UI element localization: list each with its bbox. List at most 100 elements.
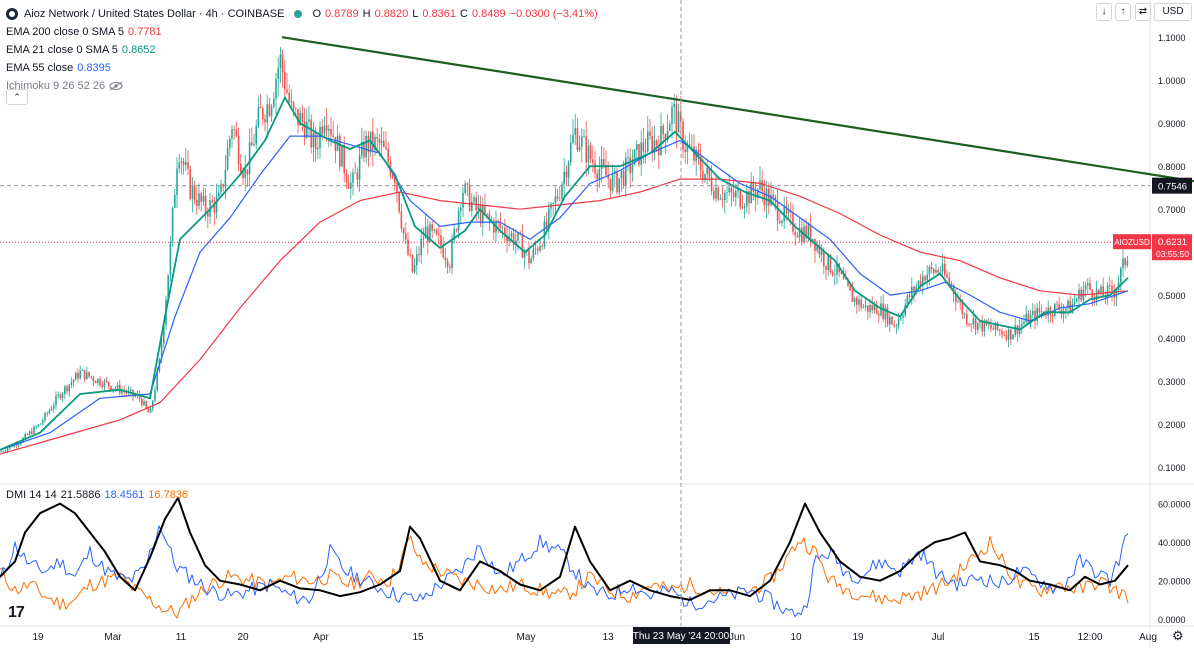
scroll-down-button[interactable]: ↓	[1096, 3, 1112, 21]
candle-body	[774, 196, 777, 201]
time-axis[interactable]: 19 Mar 11 20 Apr 15 May 13 Jun 10 19 Jul 15 12:00 Aug	[32, 632, 1156, 643]
candle-body	[297, 109, 299, 126]
candle-body	[380, 140, 383, 143]
candle-body	[169, 241, 172, 275]
candle-body	[110, 386, 112, 390]
indicator-ema21[interactable]: EMA 21 close 0 SMA 5 0.8652	[6, 41, 598, 59]
market-status-icon[interactable]	[294, 10, 303, 18]
candle-body	[198, 193, 200, 206]
crosshair-time-label-bg	[633, 627, 730, 644]
tradingview-logo[interactable]: 17	[8, 604, 25, 621]
dmi-tick-label: 0.0000	[1158, 615, 1186, 625]
candle-body	[926, 274, 928, 281]
candle-body	[253, 144, 255, 146]
candle-body	[281, 54, 284, 73]
candle-body	[864, 305, 867, 307]
candle-body	[398, 192, 400, 212]
candle-body	[405, 233, 407, 240]
candle-body	[444, 257, 447, 261]
candle-body	[310, 119, 312, 148]
currency-select[interactable]: USD	[1154, 3, 1192, 21]
candle-body	[849, 285, 851, 291]
candle-body	[1014, 325, 1016, 335]
ohlc-low: 0.8361	[422, 8, 457, 20]
candle-body	[600, 159, 603, 169]
candle-body	[88, 371, 90, 377]
candle-body	[1076, 299, 1078, 302]
candle-body	[1007, 329, 1010, 340]
indicator-ema200[interactable]: EMA 200 close 0 SMA 5 0.7781	[6, 23, 598, 41]
candle-body	[743, 206, 746, 208]
candle-body	[585, 136, 587, 163]
time-tick-label: 12:00	[1077, 632, 1102, 643]
candle-body	[499, 222, 502, 228]
candle-body	[114, 388, 117, 390]
candle-body	[895, 325, 898, 327]
candle-body	[554, 196, 557, 203]
ema55-line	[0, 135, 1129, 451]
candle-body	[651, 136, 653, 153]
candle-body	[594, 162, 596, 174]
candle-body	[990, 324, 992, 329]
candle-body	[825, 266, 827, 271]
candle-body	[1021, 323, 1023, 326]
candle-body	[242, 172, 244, 179]
candle-body	[303, 121, 306, 138]
candle-body	[768, 188, 770, 206]
indicator-ichimoku[interactable]: Ichimoku 9 26 52 26	[6, 77, 598, 95]
last-price-label: 0.6231	[1158, 237, 1187, 248]
last-price-bg	[1152, 234, 1192, 261]
indicator-ema55[interactable]: EMA 55 close 0.8395	[6, 59, 598, 77]
candle-body	[561, 184, 563, 199]
candle-body	[961, 302, 964, 315]
dmi-axis[interactable]: 60.0000 40.0000 20.0000 0.0000	[1158, 500, 1191, 626]
candle-body	[462, 192, 464, 208]
candle-body	[325, 125, 328, 131]
reset-scale-button[interactable]: ⇄	[1135, 3, 1151, 21]
candle-body	[836, 263, 838, 275]
symbol-row[interactable]: Aioz Network / United States Dollar · 4h…	[6, 5, 598, 23]
candle-body	[955, 294, 957, 302]
candle-body	[204, 195, 207, 213]
candle-body	[394, 176, 396, 184]
candle-body	[545, 221, 548, 227]
candle-body	[299, 112, 301, 126]
candle-body	[273, 98, 275, 107]
candle-body	[376, 137, 378, 139]
candle-body	[827, 254, 829, 271]
candle-body	[1051, 315, 1054, 317]
candle-body	[713, 191, 715, 199]
candle-body	[1023, 321, 1025, 324]
candle-body	[1124, 258, 1126, 266]
candle-body	[61, 393, 64, 399]
collapse-legend-button[interactable]: ⌃	[6, 89, 28, 105]
candle-body	[649, 131, 651, 137]
candle-body	[669, 124, 671, 131]
settings-gear-icon[interactable]: ⚙	[1172, 628, 1184, 643]
candle-body	[851, 290, 854, 302]
candle-body	[1038, 308, 1041, 313]
eye-hidden-icon[interactable]	[109, 81, 123, 91]
candle-body	[662, 125, 664, 135]
candle-body	[356, 172, 359, 180]
candle-body	[24, 433, 26, 438]
indicator-label: EMA 200 close 0 SMA 5	[6, 26, 125, 38]
candle-body	[891, 316, 893, 325]
candle-body	[400, 211, 403, 229]
dmi-adx-value: 21.5886	[60, 489, 101, 501]
candle-body	[699, 156, 702, 171]
candle-body	[702, 170, 704, 181]
candle-body	[565, 171, 568, 178]
candle-body	[171, 207, 174, 242]
candle-body	[583, 136, 585, 138]
candle-body	[321, 126, 323, 134]
candle-body	[1098, 289, 1100, 294]
candle-body	[152, 400, 154, 409]
price-tick-label: 0.4000	[1158, 334, 1186, 344]
scroll-up-button[interactable]: ↑	[1115, 3, 1131, 21]
candle-body	[37, 424, 40, 427]
indicator-value: 0.7781	[128, 26, 162, 38]
dmi-legend[interactable]: DMI 14 14 21.5886 18.4561 16.7836	[6, 489, 188, 501]
